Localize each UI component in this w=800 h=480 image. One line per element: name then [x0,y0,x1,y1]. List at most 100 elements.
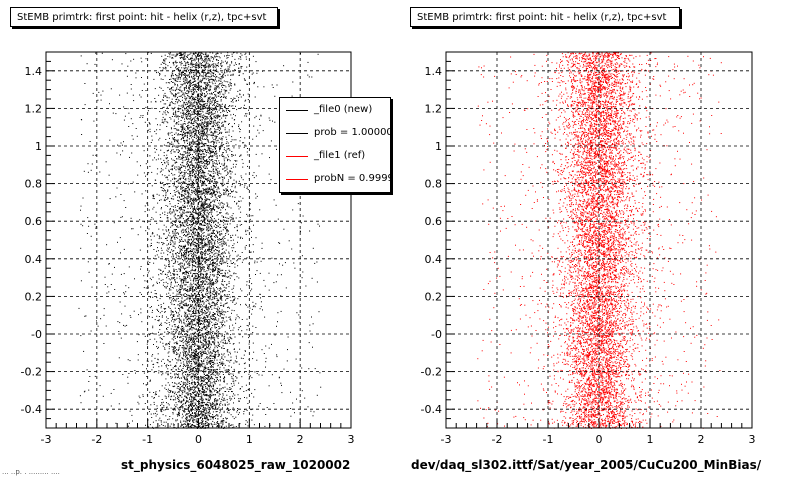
scatter-point [211,181,213,183]
scatter-point [179,168,181,170]
scatter-point [206,107,208,109]
scatter-point [212,188,214,190]
scatter-point [172,137,174,139]
scatter-point [197,117,199,118]
scatter-point [166,198,168,200]
scatter-point [175,221,177,223]
scatter-point [204,423,206,425]
scatter-point [222,258,224,260]
scatter-point [221,103,223,105]
scatter-point [210,57,212,59]
right-plot-title: StEMB primtrk: first point: hit - helix … [410,7,680,27]
scatter-point [207,93,209,95]
scatter-point [208,410,210,412]
scatter-point [172,391,174,393]
scatter-point [173,268,175,270]
scatter-point [196,212,197,214]
scatter-point [196,263,198,265]
scatter-point [228,281,230,283]
scatter-point [226,369,228,371]
scatter-point [179,251,181,253]
scatter-point [216,76,218,78]
scatter-point [216,300,218,302]
scatter-point [221,142,223,144]
scatter-point [208,112,210,114]
scatter-point [212,350,214,351]
scatter-point [208,205,210,207]
scatter-point [206,121,208,123]
scatter-point [207,377,209,379]
scatter-point [182,307,184,309]
scatter-point [180,365,181,367]
scatter-point [208,192,210,194]
scatter-point [190,129,192,131]
scatter-point [201,346,203,348]
scatter-point [235,234,237,236]
scatter-point [193,328,195,330]
scatter-point [196,364,198,366]
scatter-point [173,54,175,56]
scatter-point [199,321,201,323]
scatter-point [196,266,198,268]
scatter-point [246,325,248,326]
scatter-point [221,283,223,285]
scatter-point [176,252,178,253]
scatter-point [205,395,207,397]
scatter-point [198,110,200,112]
scatter-point [177,353,179,355]
scatter-point [189,345,191,347]
scatter-point [206,203,208,205]
scatter-point [194,229,196,231]
scatter-point [182,204,184,206]
scatter-point [191,202,193,204]
scatter-point [184,176,186,178]
scatter-point [86,369,88,371]
scatter-point [191,269,193,271]
scatter-point [188,411,190,412]
scatter-point [207,225,209,227]
scatter-point [208,351,210,353]
scatter-point [186,163,188,165]
scatter-point [206,104,208,106]
scatter-point [209,60,211,62]
scatter-point [180,345,182,346]
scatter-point [208,123,210,125]
scatter-point [124,293,125,295]
scatter-point [184,240,186,242]
scatter-point [222,189,224,191]
scatter-point [235,154,236,156]
scatter-point [221,138,223,140]
scatter-point [234,98,236,99]
scatter-point [196,178,197,180]
scatter-point [177,145,179,147]
scatter-point [205,418,207,420]
scatter-point [196,208,198,210]
scatter-point [193,270,195,272]
scatter-point [207,394,209,396]
scatter-point [203,104,205,105]
scatter-point [249,307,251,309]
scatter-point [171,89,173,91]
scatter-point [157,124,158,126]
scatter-point [199,290,201,292]
scatter-point [186,360,188,362]
scatter-point [174,82,176,84]
scatter-point [181,252,182,254]
scatter-point [172,149,174,151]
scatter-point [230,189,231,191]
left-plot-title: StEMB primtrk: first point: hit - helix … [10,7,278,27]
scatter-point [187,81,189,83]
scatter-point [201,283,203,285]
scatter-point [179,61,181,63]
scatter-point [190,96,192,98]
scatter-point [222,394,224,396]
scatter-point [196,124,198,126]
scatter-point [147,52,149,54]
scatter-point [197,287,199,289]
scatter-point [202,64,204,66]
scatter-point [236,357,237,359]
scatter-point [219,371,221,373]
scatter-point [247,99,249,100]
scatter-point [225,270,227,272]
scatter-point [188,323,190,324]
